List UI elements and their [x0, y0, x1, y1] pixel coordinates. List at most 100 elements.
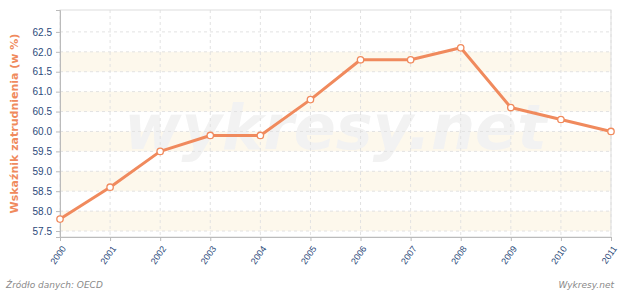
x-tick-label: 2001: [98, 244, 118, 266]
y-tick: 62.5: [33, 27, 60, 38]
x-tick-label: 2009: [499, 244, 519, 266]
y-tick-mark: [56, 52, 60, 53]
grid-line-x: [310, 10, 311, 237]
x-tick-mark: [511, 237, 512, 241]
x-tick-mark: [160, 237, 161, 241]
y-tick-label: 61.0: [33, 86, 53, 97]
x-tick-label: 2008: [449, 244, 469, 266]
y-tick: 60.5: [33, 106, 60, 117]
x-axis-line: [61, 238, 612, 242]
grid-line-y: [60, 151, 611, 152]
grid-line-y: [60, 31, 611, 32]
marker: [407, 57, 413, 63]
x-tick: 2000: [48, 237, 68, 266]
plot-area: [57, 45, 614, 223]
y-tick-label: 62.0: [33, 47, 53, 58]
x-tick: 2004: [249, 237, 269, 266]
x-tick-label: 2006: [349, 244, 369, 266]
y-tick-label: 60.0: [33, 126, 53, 137]
x-tick-mark: [561, 237, 562, 241]
x-tick-mark: [461, 237, 462, 241]
grid-line-x: [560, 10, 561, 237]
grid-line-y: [60, 231, 611, 232]
marker: [508, 104, 514, 110]
grid-line-y: [60, 91, 611, 92]
marker: [107, 184, 113, 190]
grid-line-y: [60, 171, 611, 172]
y-tick-mark: [56, 72, 60, 73]
y-tick-label: 59.5: [33, 146, 53, 157]
grid-line-y: [60, 131, 611, 132]
y-tick: 62.0: [33, 47, 60, 58]
credit: Wykresy.net: [558, 280, 614, 290]
marker: [458, 45, 464, 51]
grid-line-x: [510, 10, 511, 237]
y-tick-label: 59.0: [33, 166, 53, 177]
y-tick-mark: [56, 112, 60, 113]
y-tick: 58.5: [33, 186, 60, 197]
y-tick: 61.5: [33, 66, 60, 77]
line: [60, 48, 611, 219]
y-tick: 60.0: [33, 126, 60, 137]
y-tick-label: 62.5: [33, 27, 53, 38]
x-tick: 2006: [349, 237, 369, 266]
x-tick-label: 2007: [399, 244, 419, 266]
band: [60, 211, 611, 231]
y-tick-mark: [56, 32, 60, 33]
y-axis-line: [56, 11, 61, 238]
source: Źródło danych: OECD: [5, 279, 103, 290]
marker: [608, 128, 614, 134]
x-tick-mark: [310, 237, 311, 241]
x-tick: 2002: [149, 237, 169, 266]
x-tick-label: 2010: [549, 244, 569, 266]
x-tick-mark: [611, 237, 612, 241]
marker: [57, 216, 63, 222]
y-tick-label: 57.5: [33, 226, 53, 237]
grid-line-x: [210, 10, 211, 237]
x-tick-mark: [110, 237, 111, 241]
grid-line-x: [260, 10, 261, 237]
x-tick-label: 2000: [48, 244, 68, 266]
marker: [357, 57, 363, 63]
y-tick-mark: [56, 131, 60, 132]
x-tick-label: 2002: [149, 244, 169, 266]
y-tick-label: 60.5: [33, 106, 53, 117]
x-tick-mark: [260, 237, 261, 241]
y-tick-mark: [56, 151, 60, 152]
marker: [558, 116, 564, 122]
grid-line-y: [60, 211, 611, 212]
band: [60, 52, 611, 72]
y-axis: 57.5 58.0 58.5 59.0 59.5 60.0 60.5 61.0 61.5 62.0…: [33, 11, 61, 238]
x-tick-mark: [361, 237, 362, 241]
y-tick: 59.0: [33, 166, 60, 177]
x-tick: 2011: [600, 237, 619, 266]
x-tick-mark: [60, 237, 61, 241]
x-tick-label: 2005: [299, 244, 319, 266]
grid-line-y: [60, 71, 611, 72]
x-tick-label: 2004: [249, 244, 269, 266]
chart: wykresy.net57.558.058.559.059.560.060.56…: [0, 0, 620, 292]
y-tick-label: 58.0: [33, 206, 53, 217]
marker: [207, 132, 213, 138]
x-tick-mark: [210, 237, 211, 241]
plot-background: [60, 10, 611, 237]
y-tick-mark: [56, 231, 60, 232]
x-tick-mark: [411, 237, 412, 241]
grid-line-x: [360, 10, 361, 237]
x-tick: 2001: [98, 237, 118, 266]
y-tick: 61.0: [33, 86, 60, 97]
marker: [257, 132, 263, 138]
x-tick: 2003: [199, 237, 219, 266]
x-tick-label: 2011: [600, 244, 619, 266]
grid-line-y: [60, 51, 611, 52]
marker: [157, 148, 163, 154]
band: [60, 171, 611, 191]
y-tick-label: 61.5: [33, 66, 53, 77]
y-tick: 59.5: [33, 146, 60, 157]
x-tick: 2008: [449, 237, 469, 266]
marker: [307, 96, 313, 102]
grid-line-x: [160, 10, 161, 237]
grid-line-x: [110, 10, 111, 237]
y-tick-label: 58.5: [33, 186, 53, 197]
y-tick: 57.5: [33, 226, 60, 237]
